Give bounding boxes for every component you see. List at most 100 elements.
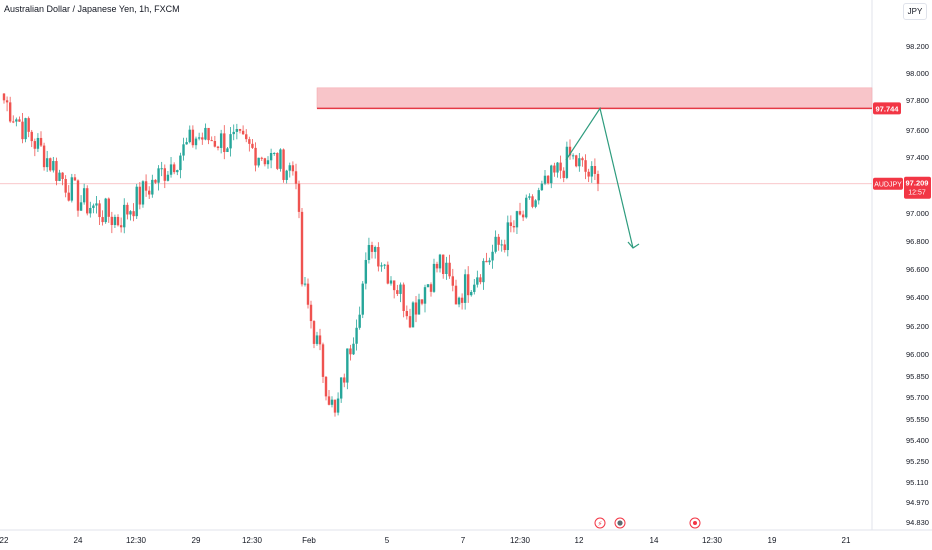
candle-body [355, 327, 358, 344]
candle-body [327, 396, 331, 405]
candle-body [571, 155, 575, 157]
candle-body [191, 129, 195, 146]
candle-body [423, 287, 427, 304]
candle-body [417, 299, 421, 315]
time-tick-label: 5 [385, 536, 390, 545]
candle-body [73, 177, 77, 181]
candle-body [448, 262, 451, 277]
candle-body [470, 291, 473, 296]
candle-body [380, 265, 383, 267]
candle-body [182, 144, 185, 156]
candle-body [575, 155, 578, 167]
candle-body [18, 119, 21, 122]
symbol-badge-label: AUDJPY [874, 182, 902, 189]
candle-body [349, 348, 352, 355]
candle-body [269, 152, 273, 161]
candle-body [352, 343, 355, 355]
time-tick-label: 7 [461, 536, 466, 545]
candle-body [454, 285, 458, 305]
candle-body [500, 244, 503, 246]
candle-body [503, 244, 506, 251]
candle-body [76, 180, 80, 211]
candle-body [346, 348, 349, 383]
candle-body [358, 314, 361, 328]
candle-body [509, 222, 513, 227]
candle-body [151, 179, 154, 195]
candle-body [163, 168, 166, 181]
candle-body [546, 175, 550, 184]
symbol-badge [873, 177, 903, 190]
candle-body [309, 304, 313, 322]
time-tick-label: 12:30 [126, 536, 147, 545]
candle-body [457, 297, 461, 305]
candle-body [210, 140, 213, 142]
candle-body [79, 202, 83, 211]
candle-body [64, 178, 67, 193]
candle-body [559, 162, 562, 171]
candle-body [30, 131, 33, 142]
price-tick-label: 95.250 [906, 457, 929, 466]
candle-body [185, 142, 188, 145]
time-tick-label: 22 [0, 536, 9, 545]
resistance-price-label: 97.744 [876, 104, 900, 113]
resistance-price-badge [873, 102, 901, 115]
candle-body [414, 302, 418, 315]
candle-body [479, 277, 482, 283]
candle-body [285, 170, 288, 180]
time-tick-label: 14 [650, 536, 659, 545]
time-tick-label: 12:30 [242, 536, 263, 545]
price-tick-label: 98.200 [906, 42, 929, 51]
candle-body [216, 146, 220, 148]
candle-body [590, 166, 593, 177]
candle-body [521, 214, 525, 218]
candle-body [8, 102, 12, 122]
candle-body [460, 297, 464, 303]
candle-body [568, 146, 572, 156]
candle-body [294, 171, 298, 184]
candle-body [291, 165, 295, 172]
candle-body [525, 197, 528, 218]
candle-body [476, 277, 479, 285]
candle-body [232, 131, 235, 135]
candle-body [392, 280, 396, 291]
candle-body [445, 262, 448, 274]
candle-body [405, 311, 409, 317]
candle-body [254, 147, 257, 166]
candle-body [135, 186, 138, 217]
candle-body [402, 284, 405, 312]
candle-body [494, 236, 497, 252]
candle-body [257, 157, 260, 166]
projection-path[interactable] [565, 106, 634, 249]
price-tick-label: 97.000 [906, 209, 929, 218]
candle-body [179, 155, 182, 171]
lightning-icon[interactable] [594, 517, 606, 529]
candle-body [553, 165, 556, 173]
candle-body [194, 138, 198, 146]
candle-body [315, 335, 319, 344]
candle-body [497, 236, 500, 245]
candle-body [537, 190, 540, 201]
candle-body [107, 198, 110, 217]
candle-body [288, 165, 291, 171]
candle-body [276, 152, 279, 169]
candle-body [411, 302, 415, 328]
candle-body [245, 134, 248, 140]
candle-body [534, 200, 537, 207]
candle-body [45, 158, 49, 168]
candle-body [488, 260, 491, 263]
candle-body [383, 264, 386, 266]
candle-body [110, 216, 114, 226]
candle-body [578, 158, 581, 167]
candle-body [104, 198, 107, 223]
candle-body [5, 100, 9, 103]
resistance-zone[interactable] [316, 87, 873, 109]
candle-body [438, 254, 442, 269]
candle-body [132, 211, 135, 217]
candle-body [144, 181, 148, 191]
candle-body [67, 192, 70, 201]
candle-body [343, 377, 346, 383]
currency-button[interactable]: JPY [903, 3, 927, 20]
time-tick-label: 12:30 [510, 536, 531, 545]
